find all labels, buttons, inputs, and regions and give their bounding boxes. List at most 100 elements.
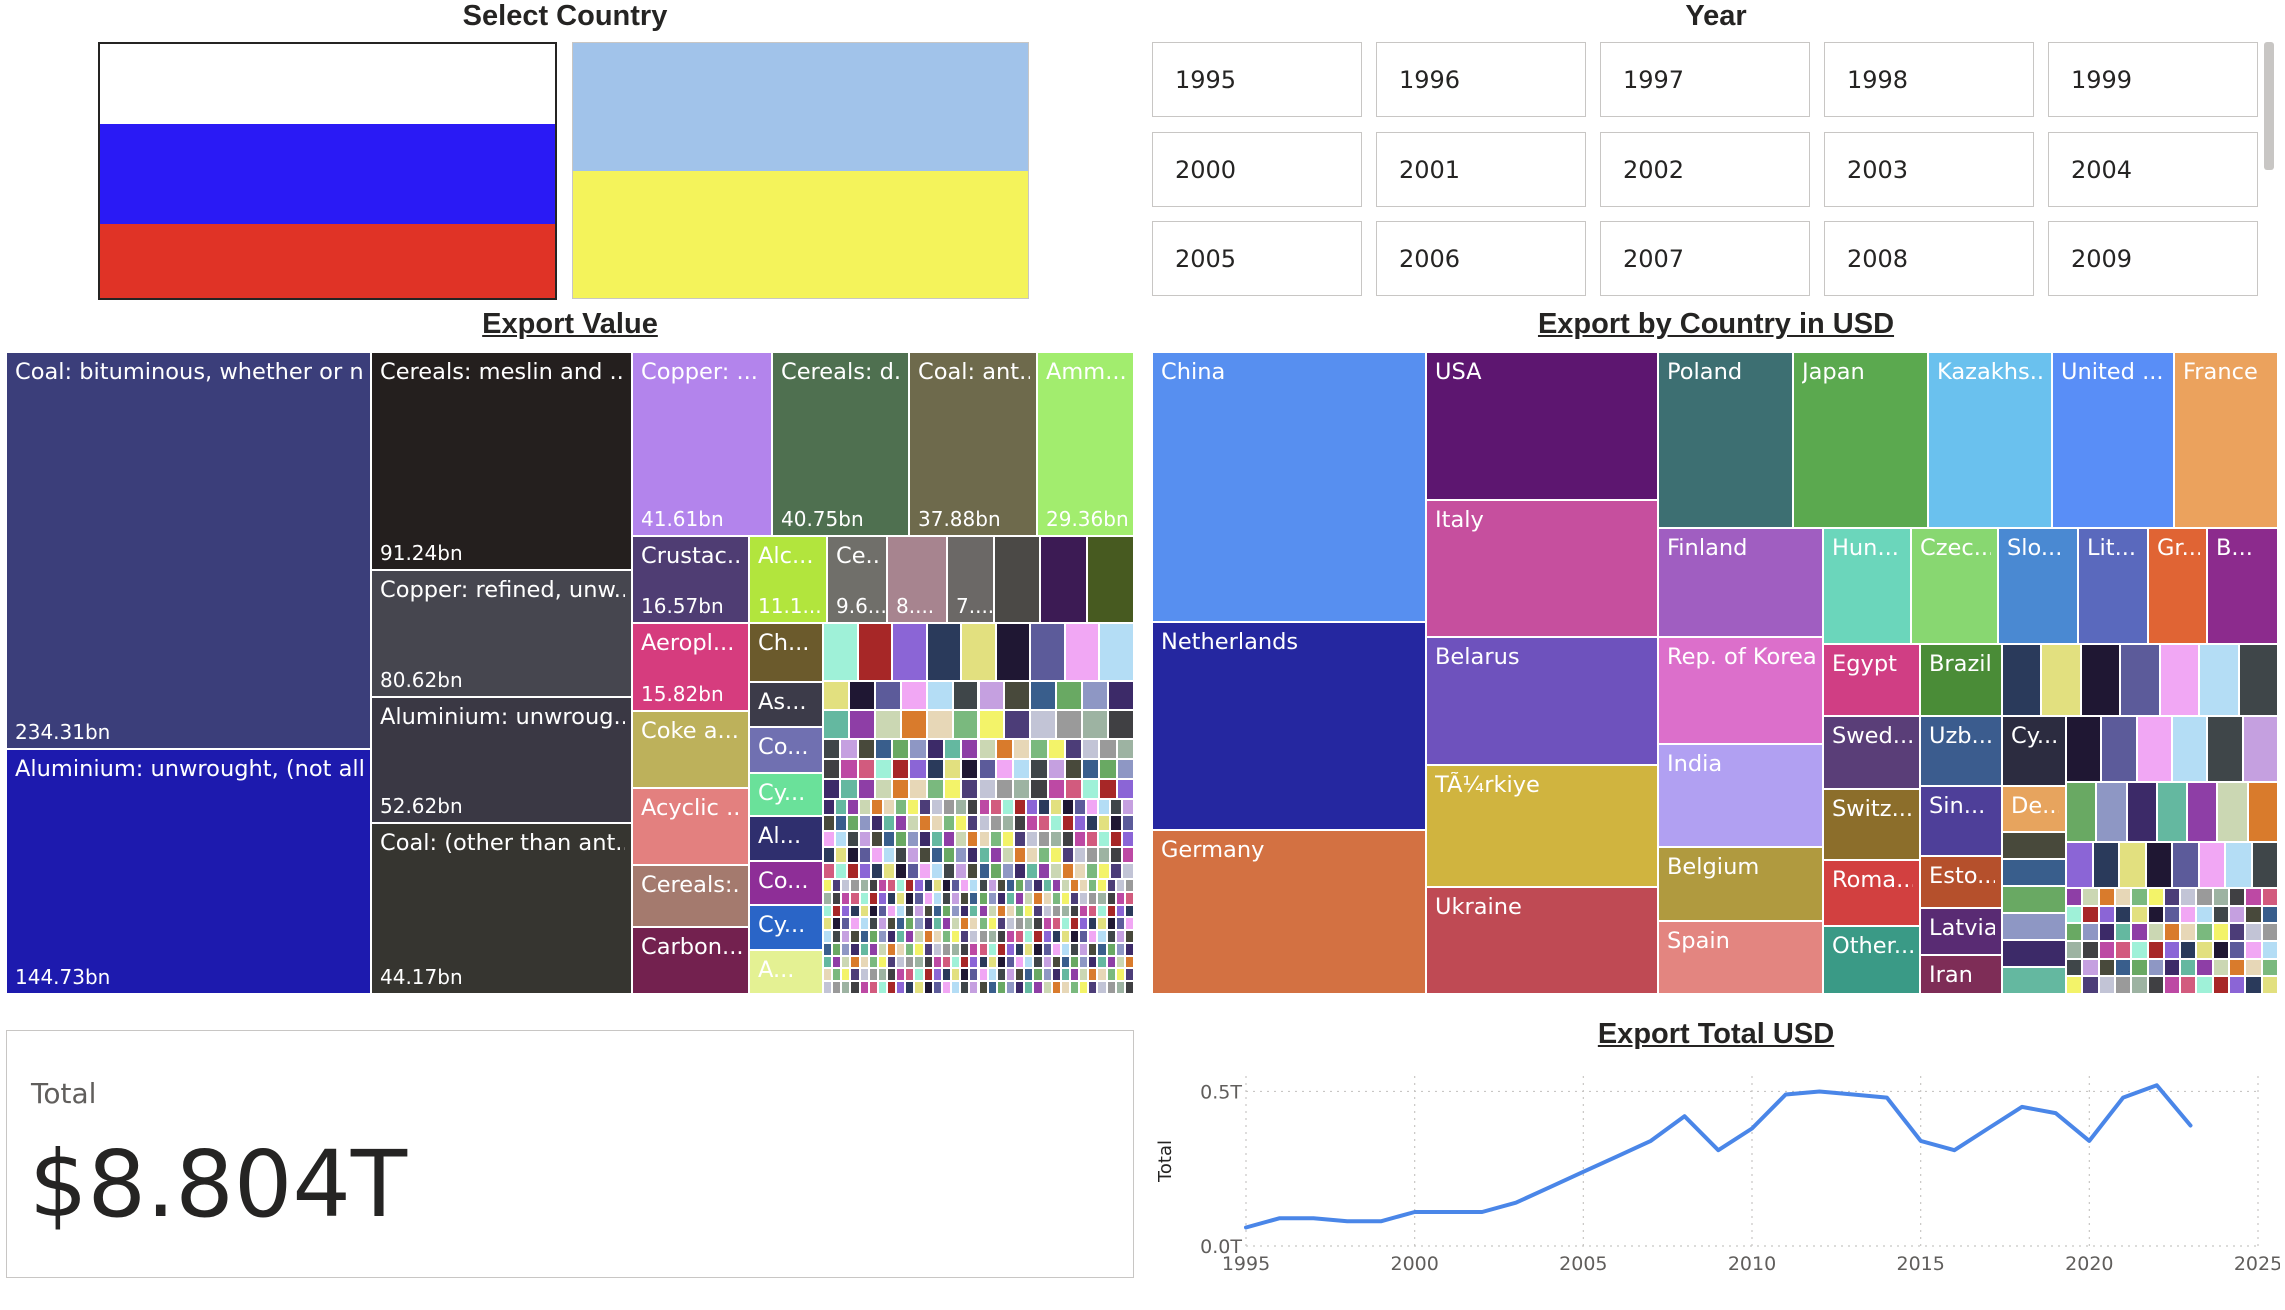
treemap-tile-small[interactable] <box>966 831 979 847</box>
treemap-tile-small[interactable] <box>857 739 875 759</box>
treemap-tile[interactable]: Belgium <box>1658 847 1823 921</box>
treemap-tile-small[interactable] <box>1051 968 1061 982</box>
treemap-tile-small[interactable] <box>906 863 919 879</box>
treemap-tile-small[interactable] <box>1122 847 1134 863</box>
treemap-tile-small[interactable] <box>894 847 907 863</box>
treemap-tile-small[interactable] <box>887 968 897 982</box>
treemap-tile-small[interactable] <box>1056 710 1083 739</box>
treemap-tile-small[interactable] <box>930 863 943 879</box>
treemap-tile-small[interactable] <box>846 831 859 847</box>
treemap-tile-small[interactable] <box>961 739 979 759</box>
treemap-tile-small[interactable] <box>1115 917 1125 931</box>
treemap-tile-small[interactable] <box>951 879 961 892</box>
treemap-tile-small[interactable] <box>2245 905 2262 924</box>
treemap-tile-small[interactable] <box>1069 904 1080 918</box>
treemap-tile-small[interactable] <box>930 847 943 863</box>
treemap-tile-small[interactable] <box>2196 976 2213 994</box>
treemap-tile-small[interactable] <box>1115 981 1125 994</box>
treemap-tile-small[interactable] <box>914 968 924 982</box>
treemap-tile-small[interactable] <box>1047 759 1065 779</box>
treemap-tile[interactable]: Switz... <box>1823 789 1920 860</box>
year-scrollbar[interactable] <box>2262 42 2276 297</box>
treemap-tile-small[interactable] <box>951 955 961 969</box>
treemap-tile-small[interactable] <box>978 879 988 892</box>
treemap-tile-small[interactable] <box>987 917 997 931</box>
treemap-tile-small[interactable] <box>1056 681 1083 710</box>
treemap-tile-small[interactable] <box>1042 942 1052 956</box>
treemap-tile-small[interactable] <box>2066 941 2083 959</box>
treemap-tile-small[interactable] <box>2147 941 2164 959</box>
treemap-tile-small[interactable] <box>1079 930 1089 943</box>
treemap-tile-small[interactable] <box>914 917 924 931</box>
treemap-tile-small[interactable] <box>906 815 919 831</box>
treemap-tile-small[interactable] <box>1097 891 1107 905</box>
treemap-tile-small[interactable] <box>1064 759 1083 779</box>
treemap-tile-small[interactable] <box>892 779 910 799</box>
treemap-tile-small[interactable] <box>1099 779 1117 799</box>
treemap-tile[interactable]: Al... <box>749 816 823 861</box>
year-button-2009[interactable]: 2009 <box>2048 221 2258 296</box>
treemap-tile[interactable]: Finland <box>1658 528 1823 637</box>
treemap-tile-small[interactable] <box>841 917 851 931</box>
treemap-tile-small[interactable] <box>1033 930 1043 943</box>
treemap-tile-small[interactable] <box>823 681 849 710</box>
treemap-tile-small[interactable] <box>978 904 988 918</box>
treemap-tile-small[interactable] <box>877 891 888 905</box>
treemap-tile-small[interactable] <box>850 981 860 994</box>
treemap-tile-small[interactable] <box>978 710 1005 739</box>
treemap-tile-small[interactable] <box>858 831 871 847</box>
treemap-tile-small[interactable] <box>978 891 988 905</box>
treemap-tile-small[interactable] <box>1002 799 1015 815</box>
treemap-tile-small[interactable] <box>2147 958 2164 977</box>
treemap-tile-small[interactable] <box>1124 917 1134 931</box>
treemap-tile-small[interactable] <box>2114 958 2132 977</box>
treemap-tile-small[interactable] <box>978 759 996 779</box>
treemap-tile-small[interactable] <box>877 968 888 982</box>
treemap-tile-small[interactable] <box>2172 716 2208 782</box>
treemap-tile-small[interactable] <box>2131 888 2148 906</box>
treemap-tile-small[interactable] <box>850 904 860 918</box>
treemap-tile-small[interactable] <box>823 917 833 931</box>
treemap-tile-small[interactable] <box>978 799 991 815</box>
treemap-tile-small[interactable] <box>978 942 988 956</box>
treemap-tile-small[interactable] <box>1050 847 1063 863</box>
treemap-tile-small[interactable] <box>1062 831 1075 847</box>
treemap-tile-small[interactable] <box>951 891 961 905</box>
treemap-tile-small[interactable] <box>905 904 915 918</box>
treemap-tile-small[interactable] <box>2163 888 2181 906</box>
treemap-tile-small[interactable] <box>951 942 961 956</box>
treemap-tile-small[interactable] <box>2212 958 2230 977</box>
treemap-tile-small[interactable] <box>1014 847 1027 863</box>
year-button-1999[interactable]: 1999 <box>2048 42 2258 117</box>
treemap-tile-small[interactable] <box>2114 888 2132 906</box>
treemap-tile-small[interactable] <box>877 930 888 943</box>
treemap-tile-small[interactable] <box>841 891 851 905</box>
treemap-tile-small[interactable] <box>1060 968 1070 982</box>
treemap-tile-small[interactable] <box>823 799 835 815</box>
treemap-tile-small[interactable] <box>859 968 869 982</box>
treemap-tile-small[interactable] <box>905 942 915 956</box>
treemap-tile-small[interactable] <box>1098 799 1111 815</box>
treemap-tile-small[interactable] <box>877 942 888 956</box>
treemap-tile-small[interactable] <box>2207 716 2243 782</box>
treemap-tile-small[interactable] <box>1064 623 1100 681</box>
treemap-tile-small[interactable] <box>960 904 970 918</box>
treemap-tile[interactable]: Acyclic ... <box>632 788 749 865</box>
treemap-tile-small[interactable] <box>918 847 931 863</box>
treemap-tile-small[interactable] <box>960 891 970 905</box>
treemap-tile-small[interactable] <box>996 879 1006 892</box>
treemap-tile-small[interactable] <box>1115 891 1125 905</box>
treemap-tile-small[interactable] <box>2163 905 2181 924</box>
treemap-tile-small[interactable] <box>1005 904 1016 918</box>
treemap-tile-small[interactable] <box>1026 847 1039 863</box>
treemap-tile-small[interactable] <box>909 739 927 759</box>
treemap-tile-small[interactable] <box>1050 863 1063 879</box>
treemap-tile-small[interactable] <box>942 815 955 831</box>
treemap-tile-small[interactable] <box>1097 879 1107 892</box>
treemap-tile-small[interactable] <box>2082 923 2099 941</box>
treemap-tile-small[interactable] <box>1042 968 1052 982</box>
treemap-tile-small[interactable] <box>2131 941 2148 959</box>
treemap-tile-small[interactable] <box>2217 782 2248 842</box>
treemap-tile[interactable]: Kazakhs... <box>1928 352 2052 528</box>
treemap-tile-small[interactable] <box>960 981 970 994</box>
